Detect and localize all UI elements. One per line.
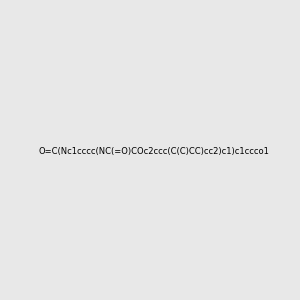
Text: O=C(Nc1cccc(NC(=O)COc2ccc(C(C)CC)cc2)c1)c1ccco1: O=C(Nc1cccc(NC(=O)COc2ccc(C(C)CC)cc2)c1)… [38,147,269,156]
